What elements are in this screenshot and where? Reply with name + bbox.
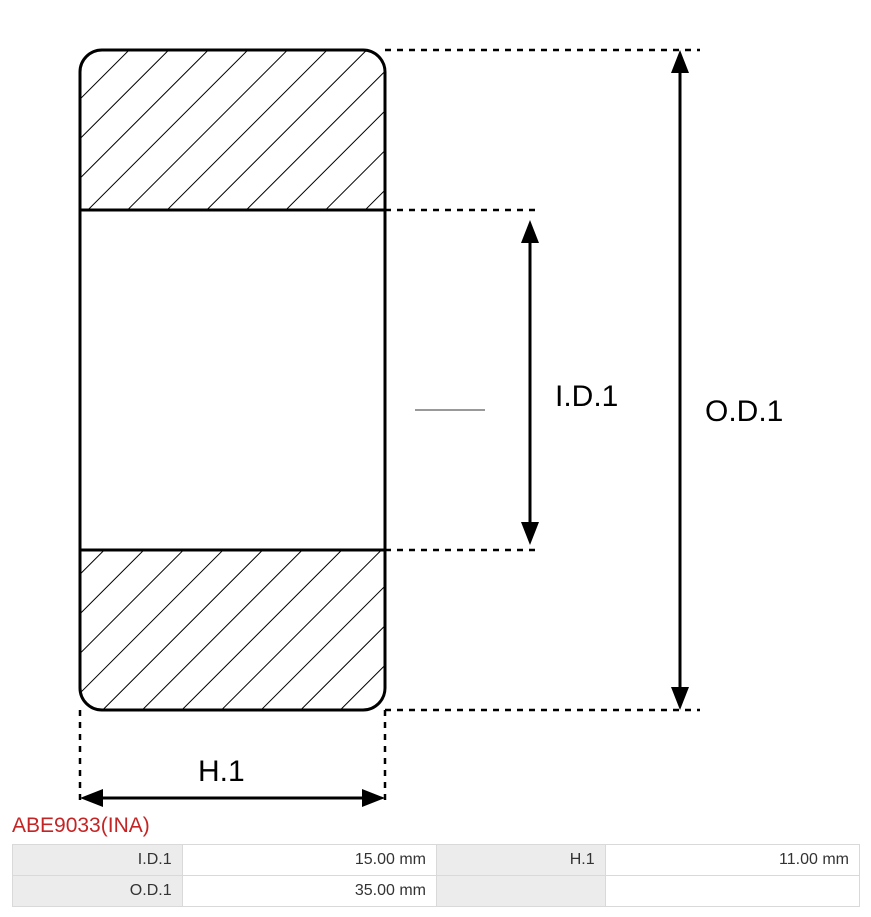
spec-table: I.D.1 15.00 mm H.1 11.00 mm O.D.1 35.00 … xyxy=(12,844,860,907)
label-id1: I.D.1 xyxy=(555,380,618,414)
label-h1: H.1 xyxy=(198,755,245,789)
spec-label: H.1 xyxy=(437,845,606,876)
spec-value: 11.00 mm xyxy=(605,845,859,876)
spec-label xyxy=(437,876,606,907)
table-row: I.D.1 15.00 mm H.1 11.00 mm xyxy=(13,845,860,876)
spec-value: 35.00 mm xyxy=(182,876,436,907)
spec-value: 15.00 mm xyxy=(182,845,436,876)
spec-label: I.D.1 xyxy=(13,845,183,876)
label-od1: O.D.1 xyxy=(705,395,783,429)
part-number: ABE9033(INA) xyxy=(12,814,861,838)
table-row: O.D.1 35.00 mm xyxy=(13,876,860,907)
spec-label: O.D.1 xyxy=(13,876,183,907)
technical-diagram: I.D.1 O.D.1 H.1 xyxy=(10,10,860,810)
spec-value xyxy=(605,876,859,907)
